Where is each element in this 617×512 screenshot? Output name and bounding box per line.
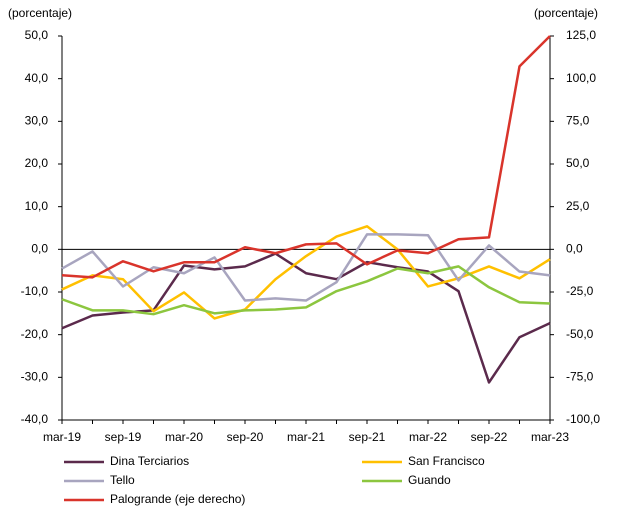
- y2-tick-label: -75,0: [566, 370, 594, 384]
- x-tick-label: sep-19: [105, 430, 142, 444]
- y-axis-label: (porcentaje): [8, 6, 72, 20]
- y2-axis-label: (porcentaje): [534, 6, 598, 20]
- y2-tick-label: 25,0: [566, 199, 590, 213]
- x-tick-label: mar-22: [409, 430, 447, 444]
- y2-tick-label: 75,0: [566, 114, 590, 128]
- x-tick-label: sep-20: [227, 430, 264, 444]
- y-tick-label: 0,0: [31, 242, 48, 256]
- y2-tick-label: 100,0: [566, 71, 596, 85]
- y2-tick-label: 50,0: [566, 156, 590, 170]
- y-tick-label: 50,0: [25, 28, 49, 42]
- y2-tick-label: -25,0: [566, 284, 594, 298]
- y2-tick-label: 125,0: [566, 28, 596, 42]
- y-tick-label: 20,0: [25, 156, 49, 170]
- legend-label: San Francisco: [408, 454, 485, 468]
- y2-tick-label: -100,0: [566, 412, 600, 426]
- y-tick-label: -40,0: [21, 412, 49, 426]
- series-line: [61, 265, 551, 316]
- legend-label: Palogrande (eje derecho): [110, 492, 245, 506]
- y2-tick-label: -50,0: [566, 327, 594, 341]
- legend-label: Dina Terciarios: [110, 454, 189, 468]
- x-tick-label: mar-19: [43, 430, 81, 444]
- series-line: [61, 252, 551, 384]
- legend-label: Guando: [408, 473, 451, 487]
- y-tick-label: 40,0: [25, 71, 49, 85]
- series-line: [61, 233, 551, 302]
- x-tick-label: mar-21: [287, 430, 325, 444]
- y-tick-label: -20,0: [21, 327, 49, 341]
- x-tick-label: mar-20: [165, 430, 203, 444]
- x-tick-label: mar-23: [531, 430, 569, 444]
- y-tick-label: 30,0: [25, 114, 49, 128]
- x-tick-label: sep-21: [349, 430, 386, 444]
- legend-label: Tello: [110, 473, 135, 487]
- y-tick-label: -10,0: [21, 284, 49, 298]
- x-tick-label: sep-22: [471, 430, 508, 444]
- y-tick-label: 10,0: [25, 199, 49, 213]
- series-line: [61, 35, 551, 279]
- y-tick-label: -30,0: [21, 370, 49, 384]
- y2-tick-label: 0,0: [566, 242, 583, 256]
